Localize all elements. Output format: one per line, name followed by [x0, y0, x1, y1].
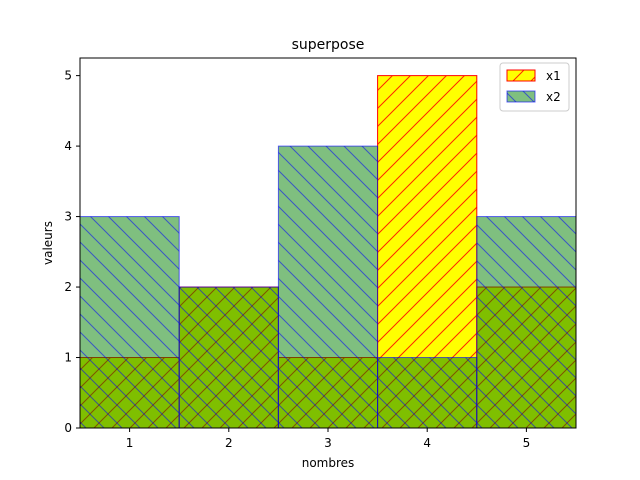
bar-hatch-x2-2: [179, 287, 279, 428]
series-x2-bars: [80, 145, 576, 428]
legend-swatch-x1-hatch: [507, 70, 535, 81]
x-axis-label: nombres: [302, 456, 355, 470]
y-tick-label-5: 5: [64, 69, 72, 83]
x-tick-label-3: 3: [324, 436, 332, 450]
x-axis-ticks: 1 2 3 4 5: [126, 428, 530, 450]
x-tick-label-1: 1: [126, 436, 134, 450]
y-tick-label-4: 4: [64, 139, 72, 153]
y-tick-label-2: 2: [64, 280, 72, 294]
y-axis-label: valeurs: [41, 221, 55, 265]
legend: x1 x2: [499, 62, 570, 112]
bar-hatch-x2-1: [80, 216, 180, 428]
y-axis-ticks: 0 1 2 3 4 5: [64, 69, 80, 435]
y-tick-label-1: 1: [64, 351, 72, 365]
legend-label-x2: x2: [546, 90, 561, 104]
bar-hatch-x2-5: [476, 216, 576, 428]
x-tick-label-2: 2: [225, 436, 233, 450]
y-tick-label-0: 0: [64, 421, 72, 435]
bar-hatch-x2-3: [278, 146, 378, 428]
x-tick-label-5: 5: [523, 436, 531, 450]
y-tick-label-3: 3: [64, 210, 72, 224]
chart-title: superpose: [292, 37, 365, 53]
legend-swatch-x2-hatch: [507, 91, 535, 102]
x-tick-label-4: 4: [423, 436, 431, 450]
legend-label-x1: x1: [546, 69, 561, 83]
bar-hatch-x2-4: [377, 357, 477, 428]
